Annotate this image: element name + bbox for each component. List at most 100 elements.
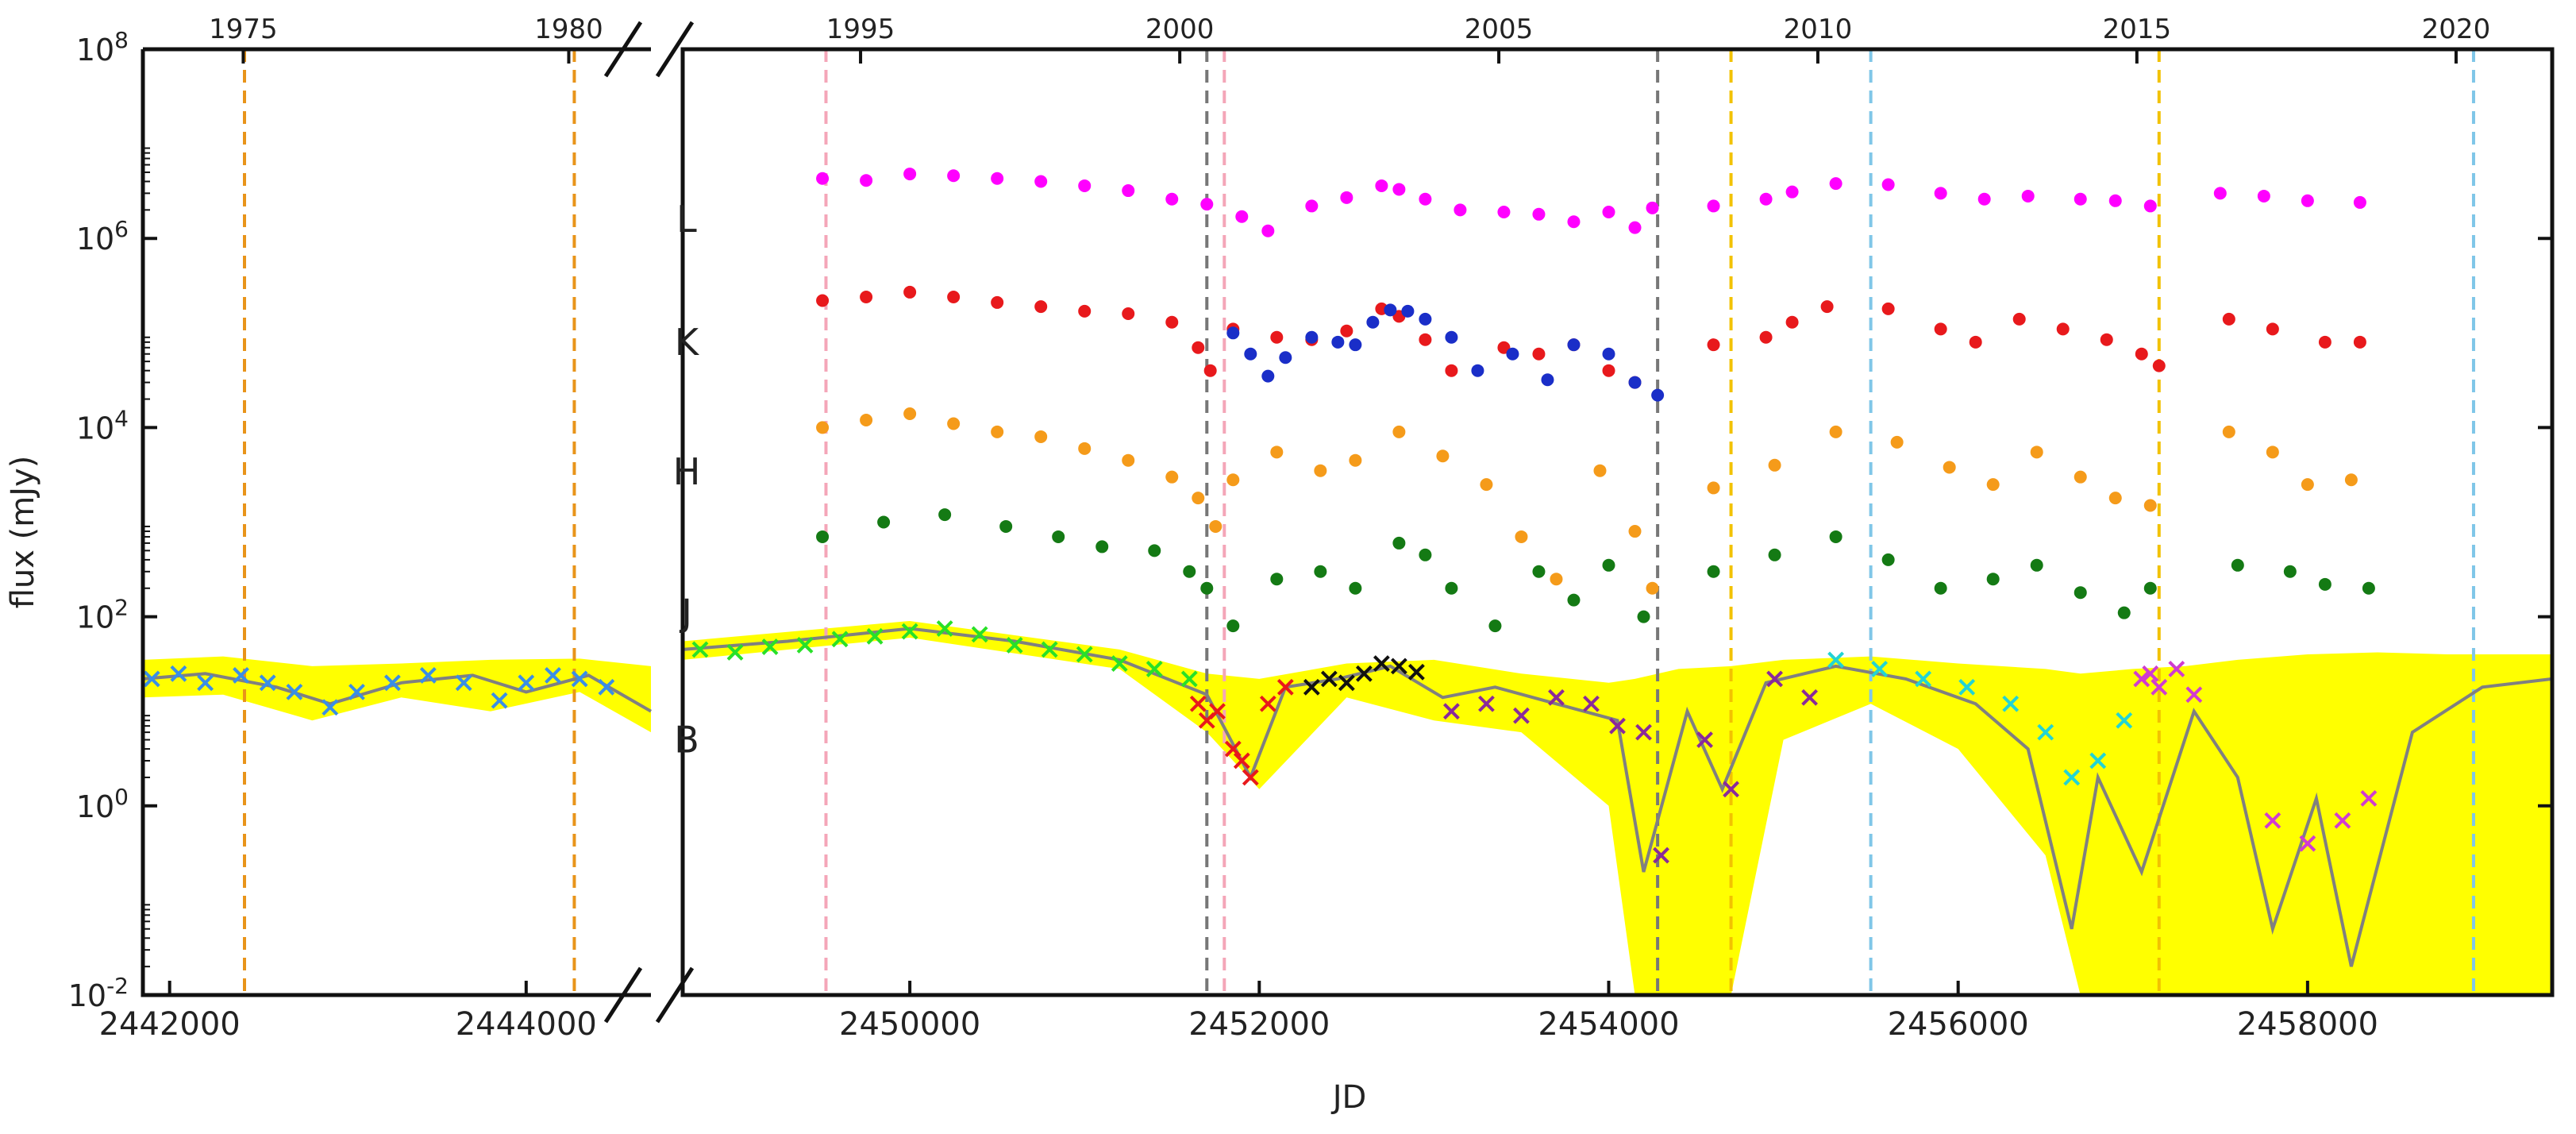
axis-break-top xyxy=(603,21,643,78)
data-point-H xyxy=(1165,470,1179,484)
data-point-K xyxy=(1602,364,1615,377)
data-point-K-secondary xyxy=(1419,312,1432,326)
data-point-K xyxy=(1934,322,1947,336)
data-point-H xyxy=(1593,464,1607,477)
data-point-L xyxy=(1375,179,1388,192)
data-point-K xyxy=(991,295,1004,309)
x-tick-label: 2450000 xyxy=(839,1006,980,1043)
data-point-K xyxy=(2222,312,2235,326)
series-model-line xyxy=(682,627,2553,967)
data-point-K xyxy=(2318,335,2331,349)
data-point-H xyxy=(2344,473,2358,487)
data-point-H xyxy=(1226,473,1240,487)
data-point-L xyxy=(1881,178,1895,191)
data-point-H xyxy=(1392,425,1406,438)
data-point-H xyxy=(1270,446,1284,459)
data-point-K-secondary xyxy=(1651,388,1665,402)
data-point-J xyxy=(1419,548,1432,561)
top-tick-label: 1980 xyxy=(534,14,603,45)
data-point-B-cyan xyxy=(1871,661,1889,677)
data-point-B-early xyxy=(598,678,615,696)
data-point-J xyxy=(1226,619,1240,633)
x-tick-label: 2458000 xyxy=(2237,1006,2378,1043)
data-point-B-green xyxy=(1111,655,1128,672)
y-tick-label: 104 xyxy=(76,405,129,446)
band-label: H xyxy=(673,450,701,493)
data-point-B-purple xyxy=(1653,847,1669,864)
x-tick-label: 2442000 xyxy=(99,1006,241,1043)
data-point-L xyxy=(1977,192,1991,206)
data-point-J xyxy=(1934,581,1947,595)
points-layer xyxy=(143,168,2378,864)
data-point-K xyxy=(860,291,873,304)
data-point-H xyxy=(816,421,830,434)
data-point-J xyxy=(1349,581,1362,595)
data-point-L xyxy=(1305,199,1319,213)
data-point-L xyxy=(1785,185,1799,199)
data-point-K-secondary xyxy=(1401,304,1415,318)
data-point-L xyxy=(1707,199,1720,213)
data-point-B-red xyxy=(1259,695,1276,712)
data-point-K xyxy=(1969,335,1982,349)
vertical-lines xyxy=(243,49,2475,995)
data-point-L xyxy=(1454,203,1467,217)
data-point-H xyxy=(1550,573,1563,586)
data-point-H xyxy=(947,417,961,430)
data-point-K-secondary xyxy=(1506,347,1519,361)
data-point-J xyxy=(1532,565,1546,578)
data-point-J xyxy=(1314,565,1327,578)
band-label: L xyxy=(676,198,697,241)
data-point-H xyxy=(1192,492,1205,505)
data-point-J xyxy=(2143,581,2157,595)
band-label: K xyxy=(675,321,700,364)
data-point-K xyxy=(1122,307,1135,320)
data-point-J xyxy=(2074,586,2087,600)
data-point-B-green xyxy=(1006,637,1023,654)
data-point-L xyxy=(1497,206,1511,219)
envelope-layer xyxy=(143,621,2552,995)
data-point-K-secondary xyxy=(1226,326,1240,340)
data-point-J xyxy=(2030,558,2043,572)
model-layer xyxy=(142,627,2553,967)
top-tick-label: 2010 xyxy=(1784,14,1853,45)
data-point-K xyxy=(1759,330,1773,344)
top-tick-label: 1975 xyxy=(209,14,278,45)
top-tick-label: 1995 xyxy=(826,14,895,45)
data-point-L xyxy=(1261,224,1275,237)
data-point-B-purple xyxy=(1478,695,1495,712)
data-point-B-early xyxy=(419,667,437,684)
axes-frame xyxy=(141,47,651,997)
data-point-K xyxy=(1881,302,1895,315)
data-point-B-red xyxy=(1189,695,1207,712)
data-point-B-green xyxy=(796,637,814,654)
data-point-L xyxy=(2143,199,2157,213)
data-point-J xyxy=(1602,558,1615,572)
data-point-B-purple xyxy=(1609,717,1626,735)
data-point-K xyxy=(1419,333,1432,346)
data-point-B-green xyxy=(901,623,918,640)
data-point-L xyxy=(1934,187,1947,200)
data-point-K-secondary xyxy=(1471,364,1484,377)
data-point-B-purple xyxy=(1548,688,1565,706)
data-point-K xyxy=(2135,347,2148,361)
data-point-J xyxy=(1637,610,1650,623)
data-point-H xyxy=(2074,470,2087,484)
data-point-B-black xyxy=(1338,674,1355,692)
data-point-K xyxy=(816,294,830,307)
y-tick-label: 106 xyxy=(76,216,129,256)
data-point-J xyxy=(2117,606,2131,619)
data-point-L xyxy=(1165,192,1179,206)
data-point-K-secondary xyxy=(1244,347,1257,361)
data-point-K-secondary xyxy=(1602,347,1615,361)
data-point-H xyxy=(860,413,873,426)
data-point-B-green xyxy=(1041,641,1058,658)
data-point-B-magenta xyxy=(2168,661,2185,677)
axis-break-bottom xyxy=(603,966,643,1024)
data-point-L xyxy=(816,172,830,185)
data-point-J xyxy=(999,519,1013,533)
data-point-B-purple xyxy=(1801,688,1819,706)
data-point-K-secondary xyxy=(1366,315,1380,329)
data-point-H xyxy=(1436,449,1450,463)
data-point-J xyxy=(877,515,891,529)
